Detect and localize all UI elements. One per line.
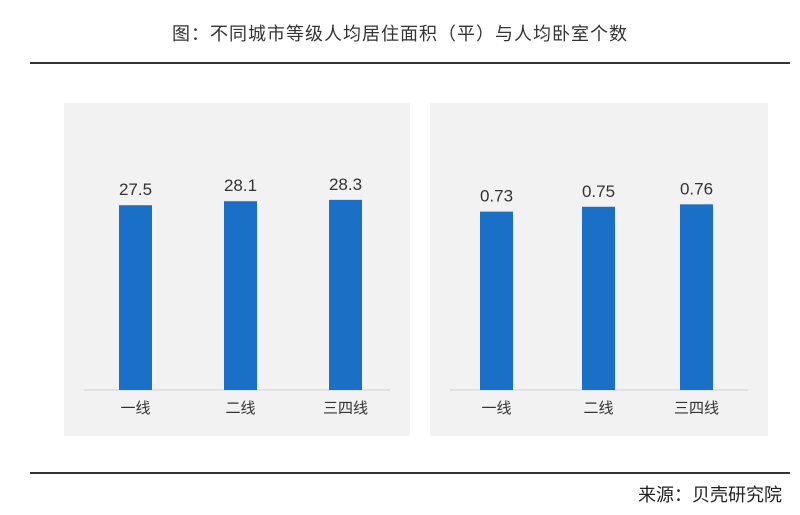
bar-0 (119, 205, 152, 390)
bar-0 (480, 211, 513, 390)
bar-1 (224, 201, 257, 390)
category-label-1: 二线 (583, 399, 613, 417)
bar-2 (680, 204, 713, 390)
bar-value-label-1: 28.1 (224, 176, 257, 195)
bar-1 (582, 206, 615, 390)
chart-panel-living-area: 27.5 一线 28.1 二线 28.3 三四线 (64, 103, 410, 436)
source-note: 来源：贝壳研究院 (638, 485, 782, 506)
bar-value-label-1: 0.75 (582, 182, 615, 201)
category-label-1: 二线 (225, 399, 255, 417)
chart-panel-bedrooms: 0.73 一线 0.75 二线 0.76 三四线 (430, 103, 768, 436)
category-label-2: 三四线 (323, 399, 368, 417)
page-title: 图：不同城市等级人均居住面积（平）与人均卧室个数 (172, 24, 628, 45)
bar-value-label-0: 0.73 (480, 187, 513, 206)
category-label-2: 三四线 (674, 399, 719, 417)
category-label-0: 一线 (481, 399, 511, 417)
bar-value-label-2: 28.3 (329, 175, 362, 194)
bar-chart-0: 27.5 一线 28.1 二线 28.3 三四线 (84, 175, 390, 417)
bar-value-label-0: 27.5 (119, 180, 152, 199)
bar-2 (329, 199, 362, 390)
bottom-divider (30, 472, 790, 474)
top-divider (30, 62, 790, 64)
bar-chart-1: 0.73 一线 0.75 二线 0.76 三四线 (450, 179, 748, 417)
category-label-0: 一线 (120, 399, 150, 417)
bar-value-label-2: 0.76 (680, 179, 713, 198)
